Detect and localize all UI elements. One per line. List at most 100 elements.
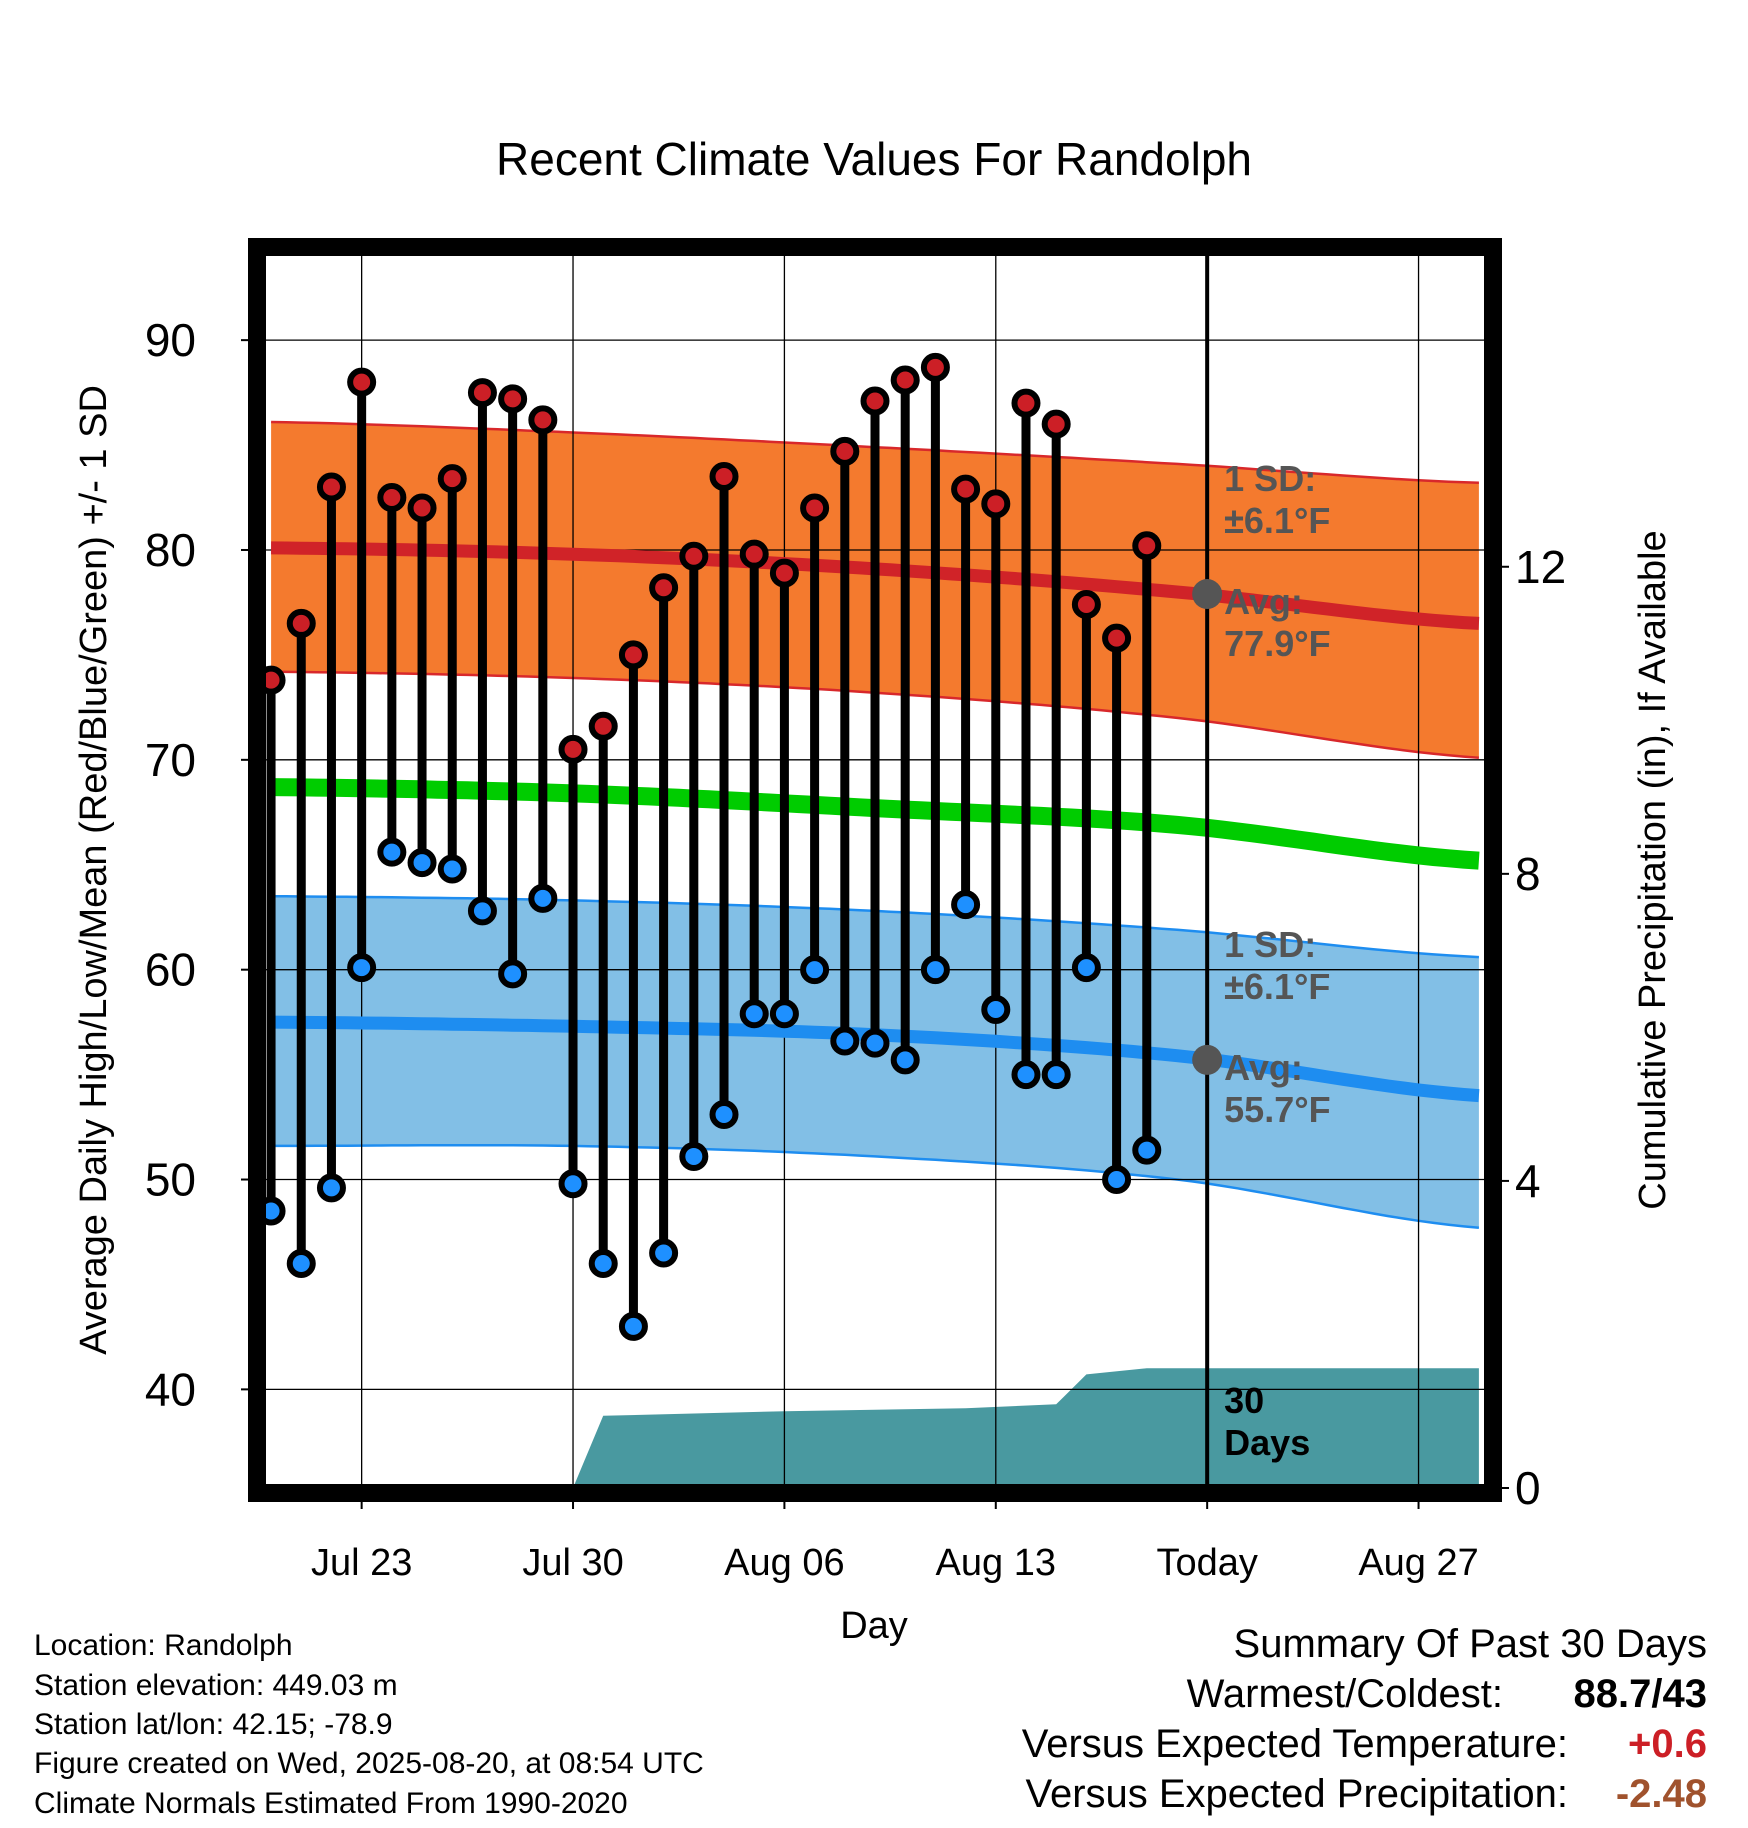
daily-low-point [1071, 953, 1101, 983]
high-sd-annotation: 1 SD: ±6.1°F [1224, 458, 1330, 541]
daily-low-point [588, 1248, 618, 1278]
y2-tick-label: 12 [1515, 541, 1566, 593]
daily-low-point [800, 955, 830, 985]
created-text: Figure created on Wed, 2025-08-20, at 08… [34, 1747, 704, 1780]
daily-high-point [377, 483, 407, 513]
daily-high-point [679, 541, 709, 571]
daily-high-point [262, 665, 286, 695]
daily-high-point [316, 472, 346, 502]
daily-low-point [679, 1141, 709, 1171]
high-avg-marker [1192, 579, 1223, 610]
daily-high-point [1071, 590, 1101, 620]
daily-low-point [739, 999, 769, 1029]
daily-low-point [618, 1311, 648, 1341]
y-tick-label: 70 [145, 734, 196, 786]
x-tick-label: Aug 27 [1358, 1542, 1478, 1584]
daily-low-point [951, 890, 981, 920]
daily-low-point [649, 1238, 679, 1268]
daily-high-point [1102, 623, 1132, 653]
daily-high-point [286, 608, 316, 638]
warmest-coldest-label: Warmest/Coldest: [1186, 1672, 1503, 1716]
daily-low-point [860, 1028, 890, 1058]
precip-area [573, 1368, 1479, 1488]
daily-low-point [981, 995, 1011, 1025]
precip-departure-label: Versus Expected Precipitation: [1025, 1772, 1568, 1816]
daily-high-point [498, 384, 528, 414]
daily-high-point [739, 539, 769, 569]
daily-low-point [528, 883, 558, 913]
daily-high-point [347, 367, 377, 397]
x-tick-label: Jul 23 [311, 1542, 412, 1584]
daily-low-point [1102, 1165, 1132, 1195]
low-avg-annotation: Avg: 55.7°F [1224, 1047, 1330, 1130]
daily-high-point [800, 493, 830, 523]
daily-high-point [1011, 388, 1041, 418]
daily-low-point [498, 959, 528, 989]
elevation-text: Station elevation: 449.03 m [34, 1669, 398, 1702]
x-tick-label: Today [1156, 1542, 1257, 1584]
high-avg-annotation: Avg: 77.9°F [1224, 581, 1330, 664]
daily-low-point [709, 1099, 739, 1129]
daily-high-point [588, 711, 618, 741]
daily-low-point [316, 1173, 346, 1203]
daily-low-point [262, 1196, 286, 1226]
daily-high-point [467, 378, 497, 408]
daily-low-point [467, 896, 497, 926]
low-avg-marker [1192, 1044, 1223, 1075]
low-sd-band-lower-edge [271, 1143, 1480, 1230]
daily-high-point [920, 352, 950, 382]
daily-low-point [377, 837, 407, 867]
y-axis-label: Average Daily High/Low/Mean (Red/Blue/Gr… [73, 385, 115, 1355]
daily-high-point [437, 464, 467, 494]
daily-low-point [437, 854, 467, 884]
normals-text: Climate Normals Estimated From 1990-2020 [34, 1787, 628, 1820]
y-tick-label: 50 [145, 1154, 196, 1206]
daily-high-point [649, 573, 679, 603]
daily-high-point [769, 558, 799, 588]
daily-high-point [981, 489, 1011, 519]
daily-low-point [830, 1026, 860, 1056]
daily-high-point [1041, 409, 1071, 439]
daily-low-point [286, 1248, 316, 1278]
daily-high-point [1132, 531, 1162, 561]
daily-low-point [347, 953, 377, 983]
low-sd-annotation: 1 SD: ±6.1°F [1224, 924, 1330, 1007]
temp-departure-value: +0.6 [1628, 1722, 1707, 1766]
plot-frame [248, 238, 1502, 1502]
y-tick-label: 60 [145, 944, 196, 996]
x-tick-label: Jul 30 [522, 1542, 623, 1584]
daily-low-point [890, 1045, 920, 1075]
y2-tick-label: 0 [1515, 1462, 1541, 1514]
summary-title: Summary Of Past 30 Days [1233, 1622, 1707, 1666]
daily-low-point [769, 999, 799, 1029]
daily-low-point [407, 848, 437, 878]
daily-low-point [1011, 1060, 1041, 1090]
x-axis-label: Day [840, 1605, 908, 1647]
y-tick-label: 80 [145, 524, 196, 576]
daily-high-point [528, 405, 558, 435]
warmest-coldest-value: 88.7/43 [1573, 1672, 1707, 1716]
location-text: Location: Randolph [34, 1629, 293, 1662]
y2-tick-label: 4 [1515, 1155, 1541, 1207]
chart-title: Recent Climate Values For Randolph [496, 133, 1252, 185]
daily-high-point [890, 365, 920, 395]
daily-low-point [1132, 1135, 1162, 1165]
daily-low-point [920, 955, 950, 985]
daily-high-point [860, 386, 890, 416]
y2-tick-label: 8 [1515, 848, 1541, 900]
daily-high-point [407, 493, 437, 523]
x-tick-label: Aug 13 [936, 1542, 1056, 1584]
daily-high-point [951, 474, 981, 504]
x-tick-label: Aug 06 [724, 1542, 844, 1584]
daily-low-point [1041, 1060, 1071, 1090]
daily-high-point [558, 734, 588, 764]
precip-departure-value: -2.48 [1615, 1772, 1707, 1816]
daily-low-point [558, 1169, 588, 1199]
y-tick-label: 90 [145, 314, 196, 366]
temp-departure-label: Versus Expected Temperature: [1021, 1722, 1568, 1766]
latlon-text: Station lat/lon: 42.15; -78.9 [34, 1708, 393, 1741]
y-tick-label: 40 [145, 1363, 196, 1415]
daily-high-point [618, 640, 648, 670]
daily-high-point [830, 436, 860, 466]
